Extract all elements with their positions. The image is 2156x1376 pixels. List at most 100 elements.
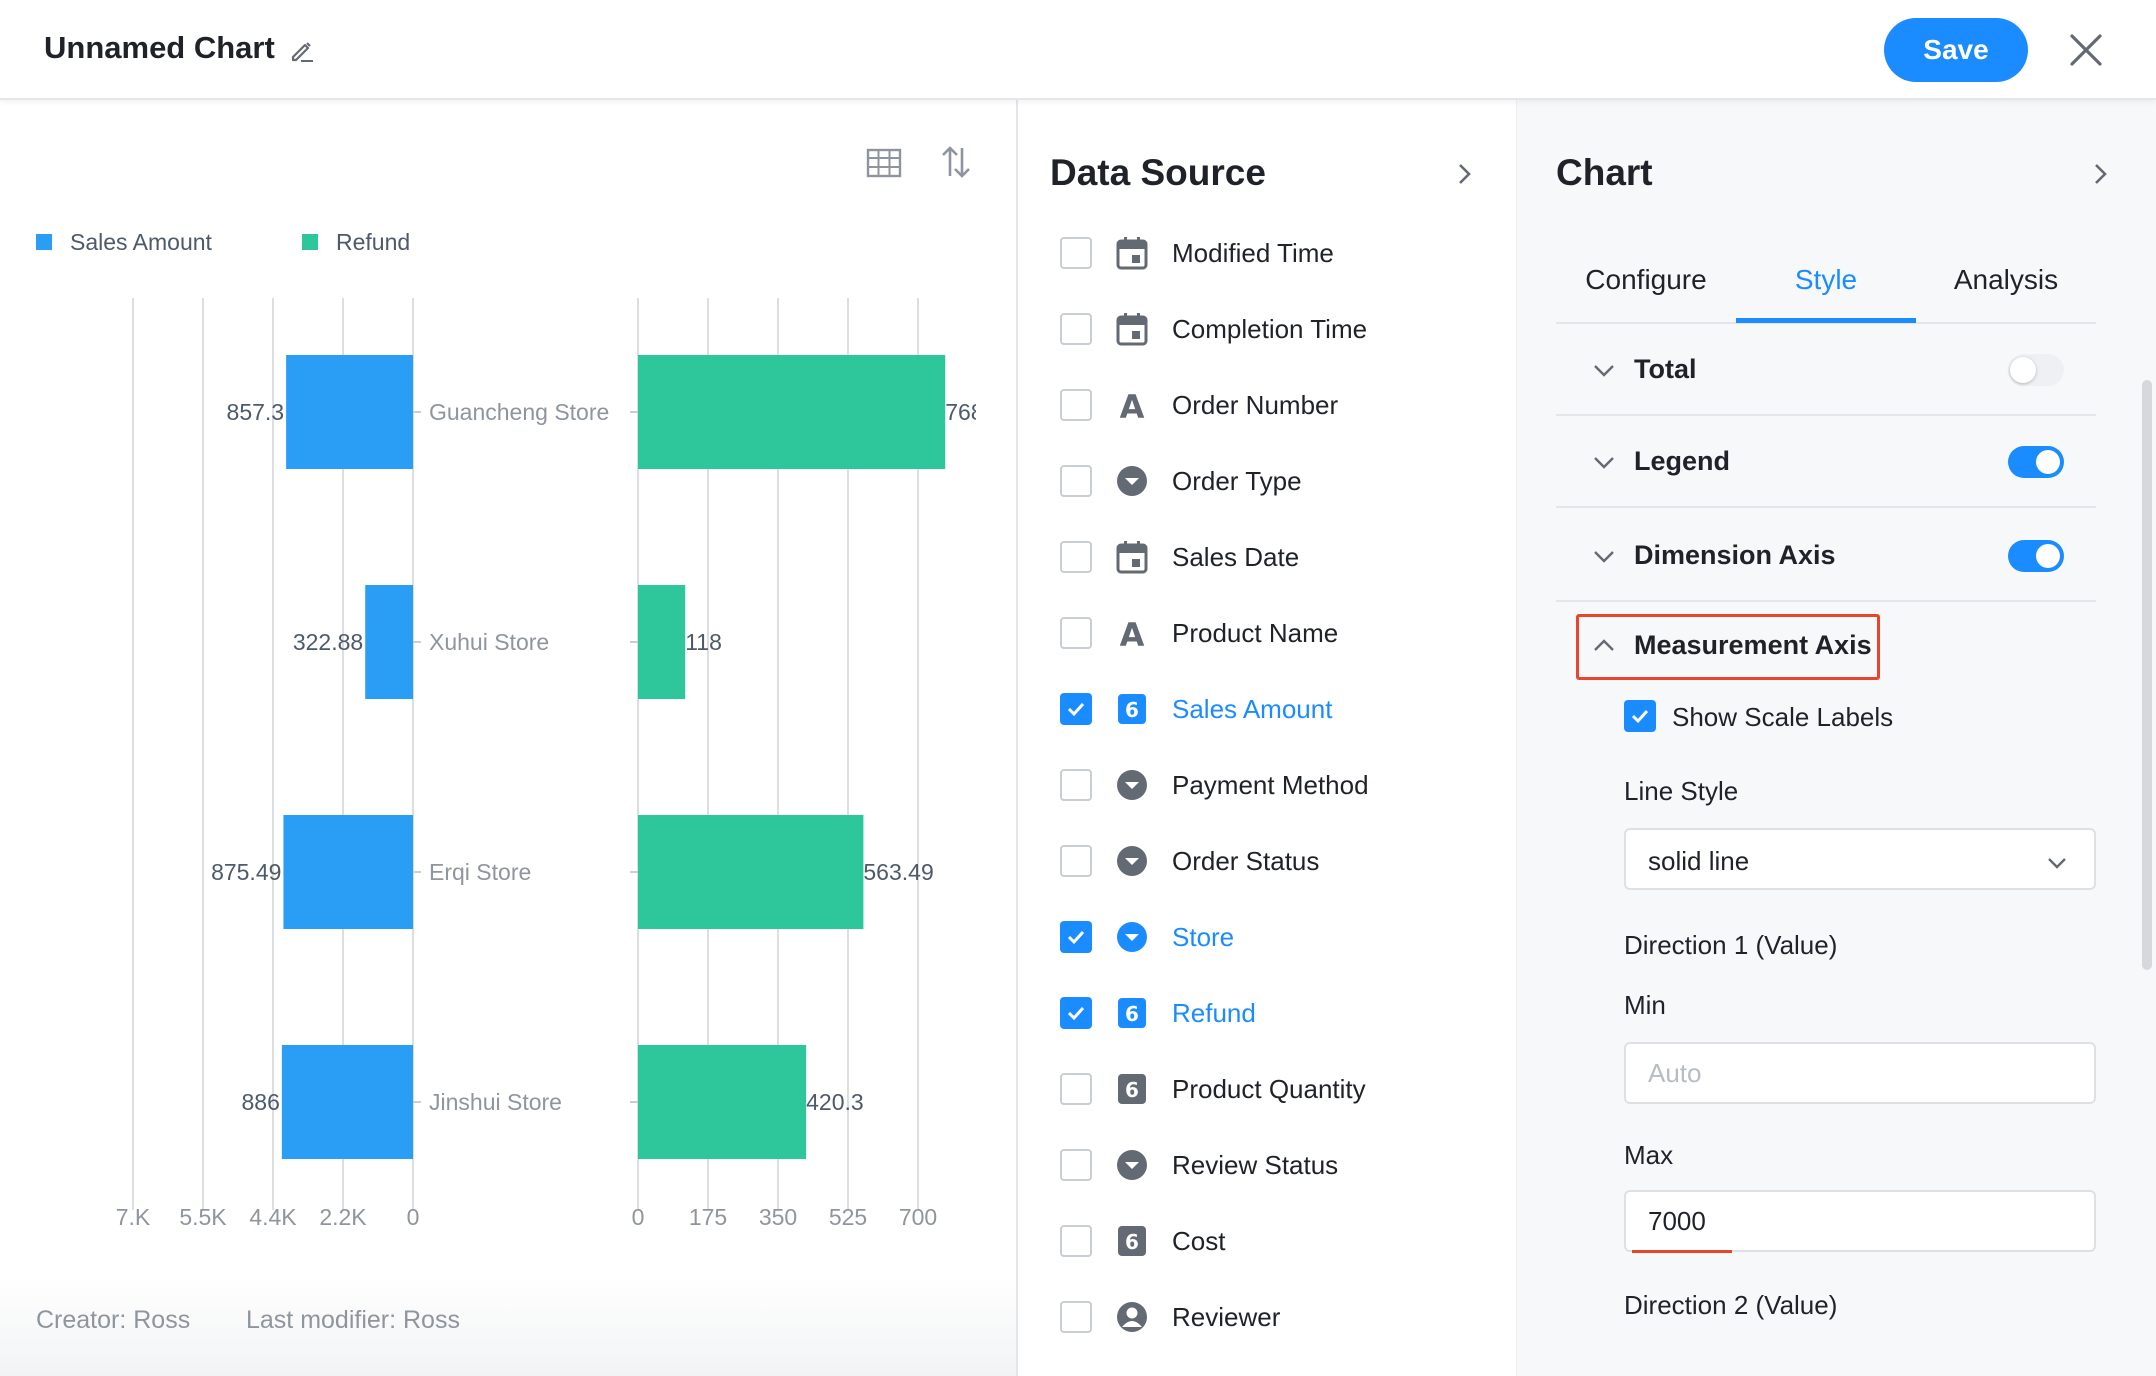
- save-button[interactable]: Save: [1884, 18, 2028, 82]
- svg-text:6: 6: [1125, 1230, 1139, 1254]
- chart-clip-mask: [976, 280, 1016, 1220]
- chevron-down-icon: [1594, 457, 1614, 469]
- butterfly-bar-chart: 0 2.2K 4.4K 5.5K 7.K 0 175 350 525 700 857.3 Guanch…: [116, 280, 1016, 1230]
- close-icon[interactable]: [2066, 30, 2106, 70]
- line-style-value: solid line: [1648, 846, 1750, 876]
- chevron-down-icon: [1594, 365, 1614, 377]
- data-field-item[interactable]: Review Status: [1060, 1140, 1500, 1190]
- field-label: Completion Time: [1172, 313, 1368, 344]
- field-label: Refund: [1172, 997, 1256, 1028]
- min-input[interactable]: [1624, 1042, 2096, 1104]
- calendar-icon: [1114, 311, 1150, 347]
- section-measurement-axis[interactable]: Measurement Axis: [1556, 600, 2096, 692]
- data-field-item[interactable]: Modified Time: [1060, 228, 1500, 278]
- legend-item-refund[interactable]: Refund: [302, 226, 410, 258]
- chart-footer: [0, 1276, 1016, 1376]
- field-checkbox-order-status[interactable]: [1060, 845, 1092, 877]
- field-checkbox-order-number[interactable]: [1060, 389, 1092, 421]
- checkmark-icon: [1067, 1006, 1085, 1021]
- data-field-item[interactable]: 6 Cost: [1060, 1216, 1500, 1266]
- checkmark-icon: [1067, 930, 1085, 945]
- toggle-knob: [2036, 450, 2060, 474]
- bar-sales-amount: [283, 815, 413, 929]
- data-field-item[interactable]: Reviewer: [1060, 1292, 1500, 1342]
- data-field-item[interactable]: A Product Name: [1060, 608, 1500, 658]
- section-label: Measurement Axis: [1634, 630, 1872, 660]
- data-field-item[interactable]: Order Type: [1060, 456, 1500, 506]
- section-legend[interactable]: Legend: [1556, 416, 2096, 508]
- data-field-item[interactable]: 6 Sales Amount: [1060, 684, 1500, 734]
- number-field-icon: 6: [1114, 995, 1150, 1031]
- tab-style[interactable]: Style: [1794, 264, 1858, 295]
- field-checkbox-sales-amount[interactable]: [1060, 693, 1092, 725]
- field-checkbox-order-type[interactable]: [1060, 465, 1092, 497]
- field-checkbox-product-quantity[interactable]: [1060, 1073, 1092, 1105]
- field-checkbox-completion-time[interactable]: [1060, 313, 1092, 345]
- legend-swatch-sales-amount: [36, 234, 52, 250]
- legend-toggle[interactable]: [2008, 446, 2064, 478]
- field-checkbox-sales-date[interactable]: [1060, 541, 1092, 573]
- field-label: Product Name: [1172, 617, 1339, 648]
- field-checkbox-product-name[interactable]: [1060, 617, 1092, 649]
- field-checkbox-reviewer[interactable]: [1060, 1301, 1092, 1333]
- section-total[interactable]: Total: [1556, 324, 2096, 416]
- field-label: Order Type: [1172, 465, 1302, 496]
- data-field-item[interactable]: 6 Product Quantity: [1060, 1064, 1500, 1114]
- data-label: 886: [241, 1089, 279, 1115]
- table-icon[interactable]: [866, 148, 902, 178]
- dropdown-field-icon: [1114, 463, 1150, 499]
- field-checkbox-refund[interactable]: [1060, 997, 1092, 1029]
- field-checkbox-modified-time[interactable]: [1060, 237, 1092, 269]
- data-label: 420.3: [806, 1089, 864, 1115]
- legend-swatch-refund: [302, 234, 318, 250]
- number-field-icon: 6: [1114, 1223, 1150, 1259]
- data-field-item[interactable]: Store: [1060, 912, 1500, 962]
- chevron-up-icon: [1594, 639, 1614, 651]
- legend-item-sales-amount[interactable]: Sales Amount: [36, 226, 212, 258]
- bar-sales-amount: [281, 1045, 413, 1159]
- total-toggle[interactable]: [2008, 354, 2064, 386]
- config-scrollbar[interactable]: [2142, 380, 2152, 970]
- axis-tick-label: 7.K: [116, 1204, 151, 1230]
- text-field-icon: A: [1114, 387, 1150, 423]
- dropdown-field-icon: [1114, 843, 1150, 879]
- data-field-item[interactable]: Sales Date: [1060, 532, 1500, 582]
- data-field-item[interactable]: Payment Method: [1060, 760, 1500, 810]
- swap-axes-icon[interactable]: [940, 144, 972, 180]
- section-dimension-axis[interactable]: Dimension Axis: [1556, 510, 2096, 602]
- annotation-underline: [1632, 1250, 1732, 1253]
- toggle-knob: [2010, 357, 2036, 383]
- max-label: Max: [1624, 1140, 1674, 1170]
- category-label: Jinshui Store: [429, 1089, 562, 1115]
- show-scale-labels-checkbox[interactable]: [1624, 700, 1656, 732]
- tab-analysis[interactable]: Analysis: [1953, 264, 2059, 295]
- edit-icon[interactable]: [286, 34, 318, 66]
- axis-tick-label: 0: [407, 1204, 420, 1230]
- data-field-item[interactable]: A Order Number: [1060, 380, 1500, 430]
- chevron-right-icon[interactable]: [2088, 162, 2112, 186]
- field-checkbox-review-status[interactable]: [1060, 1149, 1092, 1181]
- data-field-item[interactable]: 6 Refund: [1060, 988, 1500, 1038]
- axis-tick-label: 700: [899, 1204, 937, 1230]
- field-label: Sales Date: [1172, 541, 1300, 572]
- number-field-icon: 6: [1114, 1071, 1150, 1107]
- checkmark-icon: [1631, 709, 1649, 724]
- data-label: 322.88: [293, 629, 363, 655]
- field-label: Reviewer: [1172, 1301, 1281, 1332]
- bar-refund: [638, 815, 864, 929]
- data-field-item[interactable]: Completion Time: [1060, 304, 1500, 354]
- field-checkbox-payment-method[interactable]: [1060, 769, 1092, 801]
- legend-label: Refund: [336, 228, 411, 255]
- data-field-item[interactable]: Order Status: [1060, 836, 1500, 886]
- dimension-axis-toggle[interactable]: [2008, 540, 2064, 572]
- field-checkbox-cost[interactable]: [1060, 1225, 1092, 1257]
- field-checkbox-store[interactable]: [1060, 921, 1092, 953]
- chevron-right-icon[interactable]: [1452, 162, 1476, 186]
- tab-configure[interactable]: Configure: [1585, 264, 1707, 295]
- chart-preview-panel: [0, 100, 1016, 1376]
- max-input[interactable]: [1624, 1190, 2096, 1252]
- category-label: Xuhui Store: [429, 629, 549, 655]
- line-style-select[interactable]: solid line: [1624, 828, 2096, 890]
- last-modifier-text: Last modifier: Ross: [246, 1306, 460, 1334]
